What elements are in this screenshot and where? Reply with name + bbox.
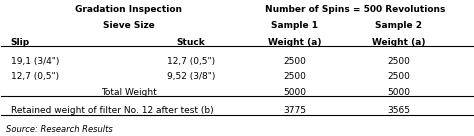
Text: Slip: Slip <box>11 38 30 47</box>
Text: Weight (a): Weight (a) <box>372 38 425 47</box>
Text: Total Weight: Total Weight <box>101 87 156 97</box>
Text: Number of Spins = 500 Revolutions: Number of Spins = 500 Revolutions <box>264 5 445 14</box>
Text: 9,52 (3/8"): 9,52 (3/8") <box>167 72 215 81</box>
Text: 2500: 2500 <box>387 58 410 67</box>
Text: Retained weight of filter No. 12 after test (b): Retained weight of filter No. 12 after t… <box>11 106 213 115</box>
Text: 2500: 2500 <box>387 72 410 81</box>
Text: 12,7 (0,5"): 12,7 (0,5") <box>11 72 59 81</box>
Text: Source: Research Results: Source: Research Results <box>6 125 113 134</box>
Text: 12,7 (0,5"): 12,7 (0,5") <box>167 58 215 67</box>
Text: 5000: 5000 <box>283 87 306 97</box>
Text: Sample 1: Sample 1 <box>271 21 318 30</box>
Text: Weight (a): Weight (a) <box>268 38 321 47</box>
Text: 5000: 5000 <box>387 87 410 97</box>
Text: 19,1 (3/4"): 19,1 (3/4") <box>11 58 59 67</box>
Text: Stuck: Stuck <box>177 38 205 47</box>
Text: 3565: 3565 <box>387 106 410 115</box>
Text: 2500: 2500 <box>283 58 306 67</box>
Text: 2500: 2500 <box>283 72 306 81</box>
Text: Sample 2: Sample 2 <box>375 21 422 30</box>
Text: Gradation Inspection: Gradation Inspection <box>75 5 182 14</box>
Text: 3775: 3775 <box>283 106 306 115</box>
Text: Sieve Size: Sieve Size <box>103 21 155 30</box>
